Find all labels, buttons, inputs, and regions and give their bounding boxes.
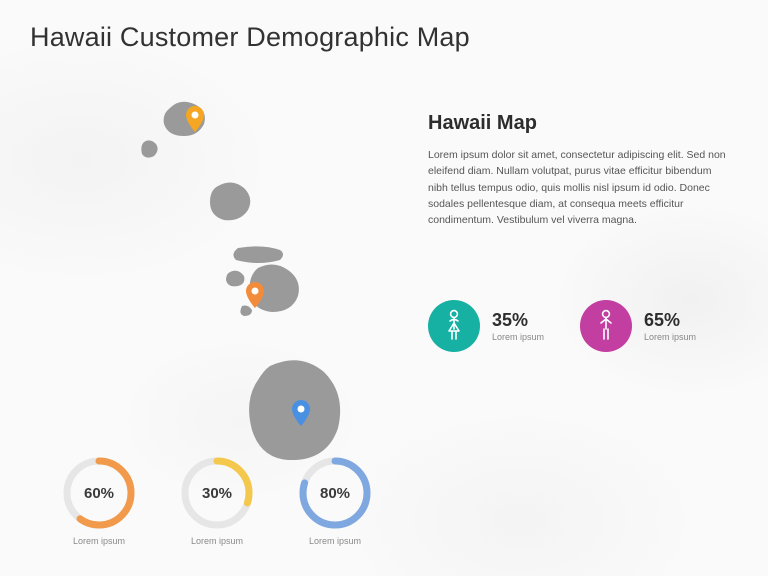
gender-female-sub: Lorem ipsum <box>492 332 544 342</box>
island-lanai <box>226 271 244 287</box>
donut-c-chart: 80% <box>298 456 372 530</box>
donut-a-value: 60% <box>62 456 136 530</box>
right-panel: Hawaii Map Lorem ipsum dolor sit amet, c… <box>428 112 728 228</box>
donut-c-value: 80% <box>298 456 372 530</box>
donut-row: 60% Lorem ipsum 30% Lorem ipsum 80% <box>62 456 372 546</box>
hawaii-map <box>120 90 380 460</box>
slide-content: Hawaii Customer Demographic Map <box>0 0 768 576</box>
male-icon <box>580 300 632 352</box>
gender-stats-row: 35% Lorem ipsum 65% Lorem ipsum <box>428 300 696 352</box>
map-pin-mid <box>246 282 264 308</box>
donut-a-chart: 60% <box>62 456 136 530</box>
donut-a-label: Lorem ipsum <box>73 536 125 546</box>
gender-stat-male: 65% Lorem ipsum <box>580 300 696 352</box>
donut-b-label: Lorem ipsum <box>191 536 243 546</box>
map-pin-north <box>186 106 204 132</box>
gender-female-pct: 35% <box>492 310 544 331</box>
gender-male-pct: 65% <box>644 310 696 331</box>
donut-b-chart: 30% <box>180 456 254 530</box>
gender-male-sub: Lorem ipsum <box>644 332 696 342</box>
donut-b: 30% Lorem ipsum <box>180 456 254 546</box>
page-title: Hawaii Customer Demographic Map <box>30 22 470 53</box>
island-molokai <box>233 246 283 263</box>
section-subtitle: Hawaii Map <box>428 112 728 135</box>
gender-stat-female: 35% Lorem ipsum <box>428 300 544 352</box>
gender-female-text: 35% Lorem ipsum <box>492 310 544 342</box>
island-niihau <box>141 140 157 157</box>
donut-c-label: Lorem ipsum <box>309 536 361 546</box>
hawaii-map-svg <box>120 90 380 460</box>
gender-male-text: 65% Lorem ipsum <box>644 310 696 342</box>
island-oahu <box>210 182 250 220</box>
section-description: Lorem ipsum dolor sit amet, consectetur … <box>428 147 728 228</box>
donut-a: 60% Lorem ipsum <box>62 456 136 546</box>
map-pin-south <box>292 400 310 426</box>
donut-b-value: 30% <box>180 456 254 530</box>
female-icon <box>428 300 480 352</box>
donut-c: 80% Lorem ipsum <box>298 456 372 546</box>
